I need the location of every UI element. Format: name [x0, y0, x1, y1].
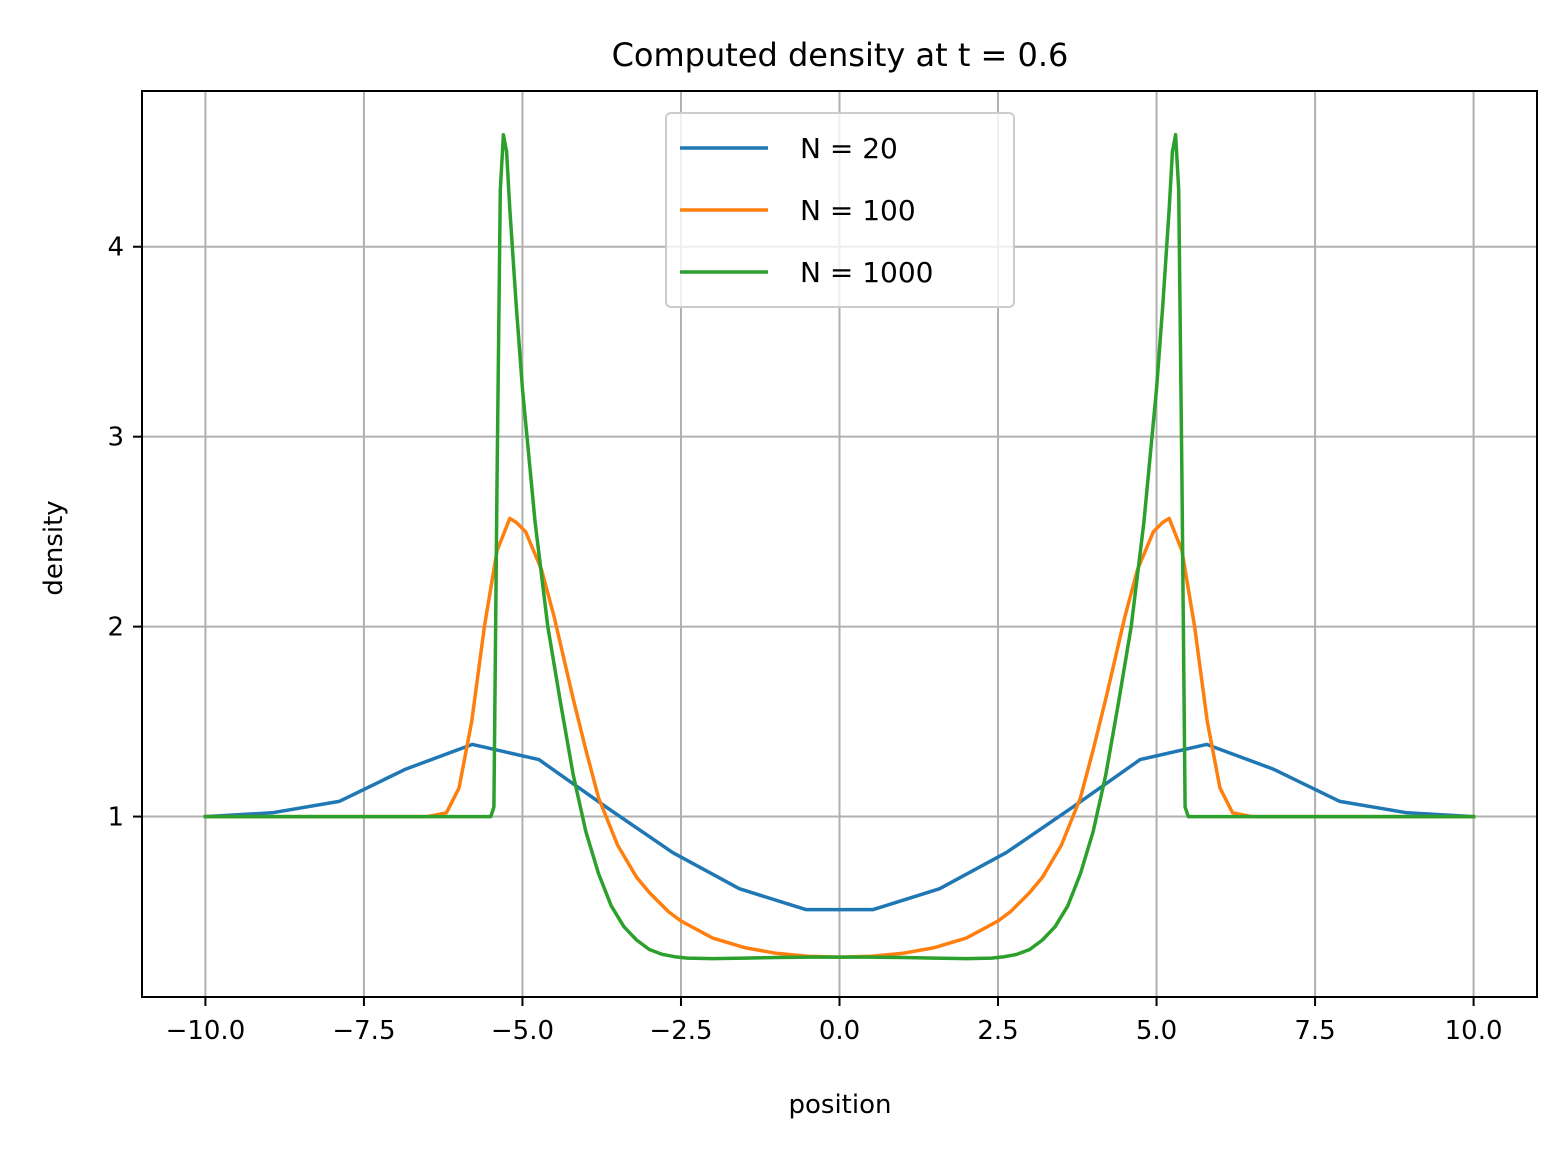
x-tick-label: −5.0: [491, 1016, 554, 1046]
series-line-1: [203, 742, 1476, 912]
x-tick-label: −7.5: [332, 1016, 395, 1046]
y-tick-label: 4: [107, 233, 124, 263]
y-tick-label: 3: [107, 423, 124, 453]
x-tick-label: −2.5: [649, 1016, 712, 1046]
x-axis-label: position: [789, 1090, 892, 1120]
series-lines: [203, 132, 1476, 961]
x-tick-label: −10.0: [166, 1016, 246, 1046]
x-tick-label: 7.5: [1294, 1016, 1335, 1046]
chart-title: Computed density at t = 0.6: [612, 36, 1069, 74]
legend-box: [665, 112, 1015, 308]
x-tick-label: 2.5: [977, 1016, 1018, 1046]
x-tick-label: 0.0: [819, 1016, 860, 1046]
legend-label-1: N = 20: [800, 132, 898, 165]
y-tick-label: 2: [107, 613, 124, 643]
y-axis-label: density: [39, 500, 69, 595]
legend-label-2: N = 100: [800, 194, 916, 227]
legend-label-3: N = 1000: [800, 256, 933, 289]
series-line-3: [203, 132, 1476, 961]
y-tick-label: 1: [107, 803, 124, 833]
legend: N = 20 N = 100 N = 1000: [665, 112, 1015, 308]
x-tick-label: 10.0: [1445, 1016, 1503, 1046]
ticks: −10.0 −7.5 −5.0 −2.5 0.0 2.5 5.0 7.5 10.0 1 2 3 4: [107, 233, 1502, 1046]
x-tick-label: 5.0: [1136, 1016, 1177, 1046]
